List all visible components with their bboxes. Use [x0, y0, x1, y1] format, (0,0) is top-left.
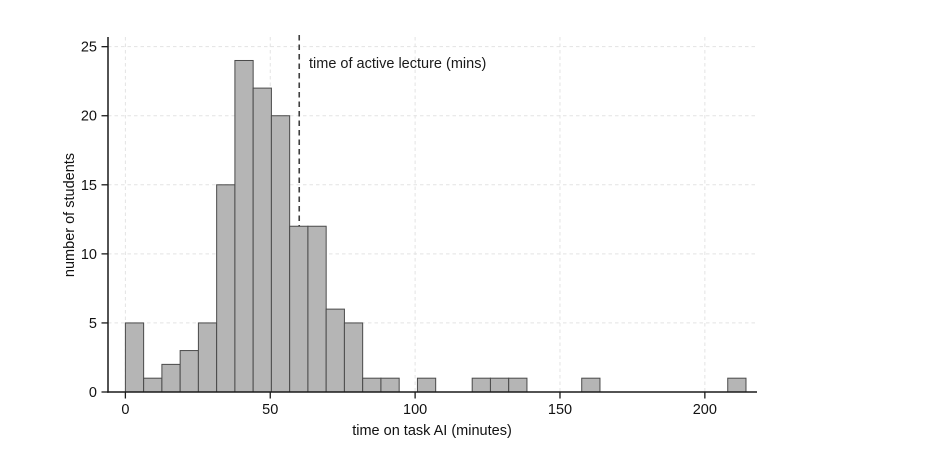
x-tick-label-50: 50 [262, 402, 278, 418]
histogram-bar [489, 377, 510, 393]
histogram-bar [270, 115, 291, 393]
y-tick-label-25: 25 [81, 40, 97, 56]
x-axis-title: time on task AI (minutes) [352, 423, 512, 439]
x-tick-label-200: 200 [693, 402, 717, 418]
histogram-bar [197, 322, 218, 393]
histogram-bar [124, 322, 145, 393]
histogram-bar [161, 363, 181, 393]
histogram-bar [343, 322, 364, 393]
y-tick-label-5: 5 [89, 316, 97, 332]
histogram-bar [216, 184, 236, 393]
histogram-bar [289, 225, 309, 393]
y-tick-label-10: 10 [81, 247, 97, 263]
y-axis-title: number of students [62, 152, 78, 278]
y-tick-label-15: 15 [81, 178, 97, 194]
histogram-bar [380, 377, 400, 393]
reference-line-label: time of active lecture (mins) [309, 56, 487, 72]
histogram-bar [143, 377, 163, 393]
x-tick-label-100: 100 [403, 402, 427, 418]
histogram-bar [581, 377, 601, 393]
histogram-bar [307, 225, 327, 393]
histogram-bar [471, 377, 491, 393]
x-tick-label-0: 0 [121, 402, 129, 418]
histogram-bar [325, 308, 345, 393]
histogram-bar [416, 377, 437, 393]
histogram-bar [234, 59, 254, 393]
histogram-bar [727, 377, 747, 393]
histogram-bar [508, 377, 528, 393]
histogram-bar [252, 87, 272, 393]
y-tick-label-0: 0 [89, 385, 97, 401]
y-tick-label-20: 20 [81, 109, 97, 125]
histogram-bar [179, 350, 199, 393]
x-tick-label-150: 150 [548, 402, 572, 418]
histogram-bar [362, 377, 382, 393]
